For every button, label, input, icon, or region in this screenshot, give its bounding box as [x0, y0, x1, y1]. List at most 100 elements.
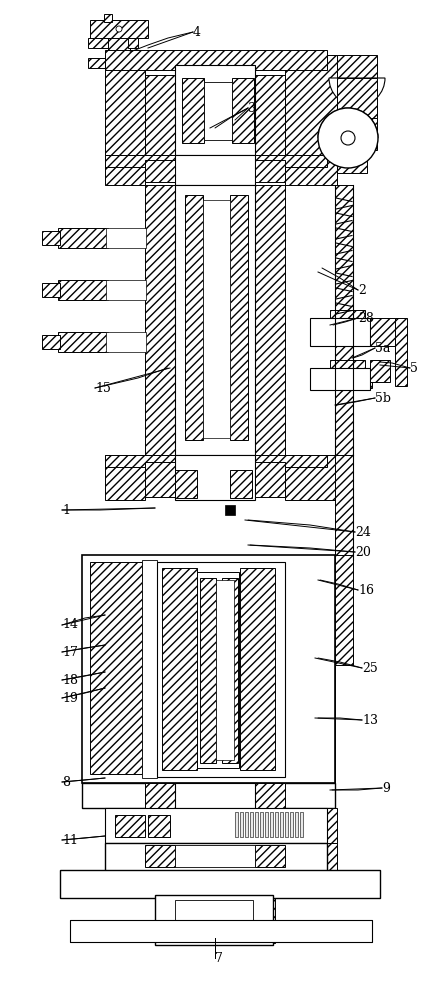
Bar	[285, 55, 337, 155]
Bar	[105, 155, 145, 185]
Bar	[255, 462, 285, 497]
Bar	[255, 845, 285, 867]
Bar	[310, 368, 370, 390]
Bar	[175, 65, 255, 155]
Bar	[300, 812, 303, 837]
Bar	[105, 455, 327, 467]
Text: 15: 15	[95, 381, 111, 394]
Bar	[155, 898, 190, 943]
Bar	[337, 55, 377, 150]
Bar	[245, 812, 248, 837]
Text: 13: 13	[362, 714, 378, 726]
Bar	[145, 845, 175, 867]
Bar	[105, 843, 145, 871]
Text: 9: 9	[382, 782, 390, 794]
Text: 3: 3	[248, 102, 256, 114]
Bar	[90, 562, 142, 774]
Bar	[330, 360, 365, 378]
Bar	[115, 815, 145, 837]
Text: 5: 5	[410, 361, 418, 374]
Bar	[232, 78, 254, 143]
Bar	[82, 555, 335, 783]
Bar	[285, 843, 337, 871]
Bar	[255, 75, 285, 155]
Bar	[90, 20, 148, 38]
Text: 20: 20	[355, 546, 371, 558]
Bar	[295, 812, 298, 837]
Bar	[240, 568, 275, 770]
Bar	[157, 562, 285, 777]
Circle shape	[116, 26, 122, 32]
Text: 4: 4	[193, 25, 201, 38]
Bar	[175, 783, 255, 808]
Bar	[335, 455, 353, 560]
Bar	[42, 335, 60, 349]
Bar	[106, 228, 146, 248]
Bar	[225, 555, 235, 565]
Text: 14: 14	[62, 618, 78, 632]
Bar	[88, 58, 108, 68]
Text: 17: 17	[62, 646, 78, 658]
Bar	[145, 160, 175, 182]
Bar	[175, 185, 255, 455]
Bar	[225, 505, 235, 515]
Bar	[285, 155, 337, 185]
Bar	[82, 783, 145, 808]
Bar	[60, 870, 145, 898]
Bar	[255, 160, 285, 182]
Bar	[175, 455, 255, 500]
Bar	[58, 332, 108, 352]
Bar	[197, 572, 239, 768]
Bar	[60, 870, 380, 898]
Bar	[106, 332, 146, 352]
Bar	[285, 455, 337, 500]
Bar	[70, 920, 372, 942]
Text: 24: 24	[355, 526, 371, 538]
Bar	[82, 783, 335, 808]
Bar	[270, 812, 273, 837]
Bar	[105, 55, 145, 155]
Text: 2: 2	[358, 284, 366, 296]
Bar	[370, 318, 398, 346]
Bar	[230, 470, 252, 498]
Bar	[42, 283, 60, 297]
Bar	[310, 920, 372, 942]
Wedge shape	[329, 78, 385, 106]
Text: 18: 18	[62, 674, 78, 686]
Polygon shape	[334, 155, 362, 172]
Bar	[70, 920, 135, 942]
Bar	[240, 898, 275, 943]
Bar	[145, 462, 175, 497]
Text: 5a: 5a	[375, 342, 390, 355]
Text: 7: 7	[215, 952, 223, 964]
Bar	[335, 555, 353, 665]
Bar	[106, 280, 146, 300]
Text: 5b: 5b	[375, 391, 391, 404]
Bar	[255, 185, 285, 455]
Bar	[310, 318, 370, 346]
Bar	[285, 555, 335, 783]
Text: 11: 11	[62, 834, 78, 846]
Bar	[155, 895, 273, 945]
Bar	[216, 580, 234, 760]
Bar	[235, 812, 238, 837]
Bar	[185, 195, 203, 440]
Bar	[175, 470, 197, 498]
Bar	[204, 82, 232, 140]
Bar	[128, 38, 138, 48]
Bar	[105, 808, 145, 843]
Bar	[265, 812, 268, 837]
Bar	[285, 808, 337, 843]
Bar	[60, 870, 105, 884]
Bar	[260, 812, 263, 837]
Text: 28: 28	[358, 312, 374, 324]
Bar	[255, 783, 285, 808]
Bar	[222, 578, 238, 763]
Bar	[200, 578, 216, 763]
Bar	[370, 360, 390, 382]
Bar	[285, 812, 288, 837]
Circle shape	[318, 108, 378, 168]
Bar	[335, 185, 353, 455]
Bar	[230, 195, 248, 440]
Bar	[175, 900, 253, 940]
